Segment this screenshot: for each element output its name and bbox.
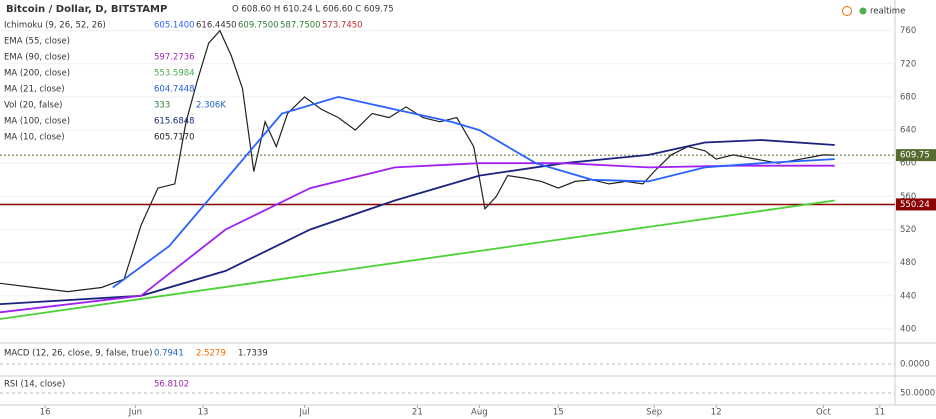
indicator-value: 2.306K (196, 101, 226, 111)
indicator-value: 0.7941 (154, 349, 184, 359)
price-label-bg (896, 198, 936, 211)
indicator-value: 333 (154, 101, 170, 111)
x-tick-label: 11 (874, 408, 885, 418)
x-tick-label: Jun (128, 408, 142, 418)
macd-tick-label: 0.0000 (900, 360, 930, 370)
indicator-value: 597.2736 (154, 53, 195, 63)
indicator-label: EMA (55, close) (4, 37, 70, 47)
x-tick-label: Sep (646, 408, 662, 418)
ohlc: O 608.60 H 610.24 L 606.60 C 609.75 (232, 5, 394, 15)
y-tick-label: 480 (900, 258, 916, 268)
status-icon (842, 6, 852, 16)
indicator-value: 56.8102 (154, 380, 189, 390)
x-tick-label: 21 (412, 408, 423, 418)
indicator-value: 604.7448 (154, 85, 195, 95)
indicator-value: 615.6848 (154, 117, 195, 127)
indicator-label: Vol (20, false) (4, 101, 63, 111)
indicator-value: 605.7170 (154, 133, 195, 143)
y-tick-label: 560 (900, 192, 916, 202)
legend: Ichimoku (9, 26, 52, 26) 605.1400 616.4450… (4, 21, 363, 390)
indicator-label: MA (10, close) (4, 133, 65, 143)
indicator-label: Ichimoku (9, 26, 52, 26) (4, 21, 106, 31)
indicator-value: 587.7500 (280, 21, 321, 31)
x-tick-label: 12 (711, 408, 722, 418)
series-line (0, 29, 835, 293)
indicator-label: MACD (12, 26, close, 9, false, true) (4, 349, 152, 359)
y-tick-label: 520 (900, 225, 916, 235)
series-line (0, 162, 835, 314)
indicator-label: RSI (14, close) (4, 380, 65, 390)
y-tick-label: 440 (900, 291, 916, 301)
chart-title: Bitcoin / Dollar, D, BITSTAMP (6, 4, 167, 15)
series-line (112, 95, 835, 289)
indicator-value: 605.1400 (154, 21, 195, 31)
indicator-label: MA (21, close) (4, 85, 65, 95)
indicator-label: MA (100, close) (4, 117, 70, 127)
y-tick-label: 640 (900, 126, 916, 136)
y-tick-label: 600 (900, 159, 916, 169)
x-tick-label: Aug (471, 408, 488, 418)
x-tick-label: Oct (816, 408, 831, 418)
indicator-label: EMA (90, close) (4, 53, 70, 63)
x-tick-label: 15 (553, 408, 564, 418)
y-tick-label: 720 (900, 59, 916, 69)
indicator-value: 553.5984 (154, 69, 195, 79)
indicator-value: 573.7450 (322, 21, 363, 31)
y-tick-label: 400 (900, 324, 916, 334)
rsi-tick-label: 50.0000 (900, 389, 935, 399)
price-label-bg (896, 149, 936, 162)
indicator-value: 2.5279 (196, 349, 226, 359)
indicator-value: 616.4450 (196, 21, 237, 31)
x-tick-label: 13 (198, 408, 209, 418)
price-label: 609.75 (900, 151, 930, 161)
price-label: 550.24 (900, 200, 930, 210)
realtime-label: realtime (870, 7, 905, 17)
y-tick-label: 680 (900, 92, 916, 102)
series-line (0, 139, 835, 305)
x-tick-label: 16 (40, 408, 51, 418)
indicator-value: 609.7500 (238, 21, 279, 31)
plot: 400 440 480 520 560 600 640 680 720 760 16 Jun 13 Jul… (0, 26, 936, 418)
x-tick-label: Jul (298, 408, 309, 418)
y-tick-label: 760 (900, 26, 916, 36)
indicator-label: MA (200, close) (4, 69, 70, 79)
indicator-value: 1.7339 (238, 349, 268, 359)
series-line (0, 199, 835, 320)
realtime-dot (859, 7, 867, 15)
